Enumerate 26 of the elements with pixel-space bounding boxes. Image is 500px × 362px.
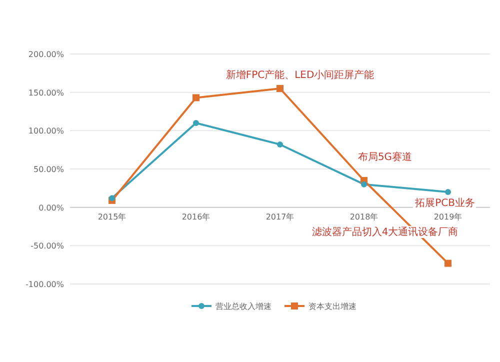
point <box>444 260 452 267</box>
y-tick-label: 0.00% <box>38 203 64 212</box>
point <box>277 141 283 148</box>
x-tick-label: 2018年 <box>350 212 378 222</box>
annotation: 滤波器产品切入4大通讯设备厂商 <box>312 226 458 238</box>
annotation: 新增FPC产能、LED小间距屏产能 <box>226 69 374 81</box>
point <box>276 85 284 92</box>
annotation: 布局5G赛道 <box>358 151 412 163</box>
x-tick-label: 2016年 <box>182 212 210 222</box>
point <box>193 120 199 126</box>
y-tick-label: 50.00% <box>33 165 64 174</box>
point <box>192 94 200 102</box>
point <box>445 189 451 195</box>
x-tick-label: 2017年 <box>266 212 294 222</box>
legend-label: 资本支出增速 <box>308 302 356 311</box>
annotation: 拓展PCB业务 <box>414 197 475 209</box>
y-tick-label: -100.00% <box>26 280 64 289</box>
point <box>361 181 367 188</box>
y-tick-label: 150.00% <box>28 88 64 98</box>
point <box>109 195 115 202</box>
y-tick-label: -50.00% <box>30 242 64 251</box>
legend-label: 营业总收入增速 <box>216 302 272 311</box>
y-tick-label: 100.00% <box>28 126 64 136</box>
y-tick-label: 200.00% <box>28 50 64 59</box>
x-tick-label: 2015年 <box>98 212 126 222</box>
x-tick-label: 2019年 <box>434 212 462 222</box>
